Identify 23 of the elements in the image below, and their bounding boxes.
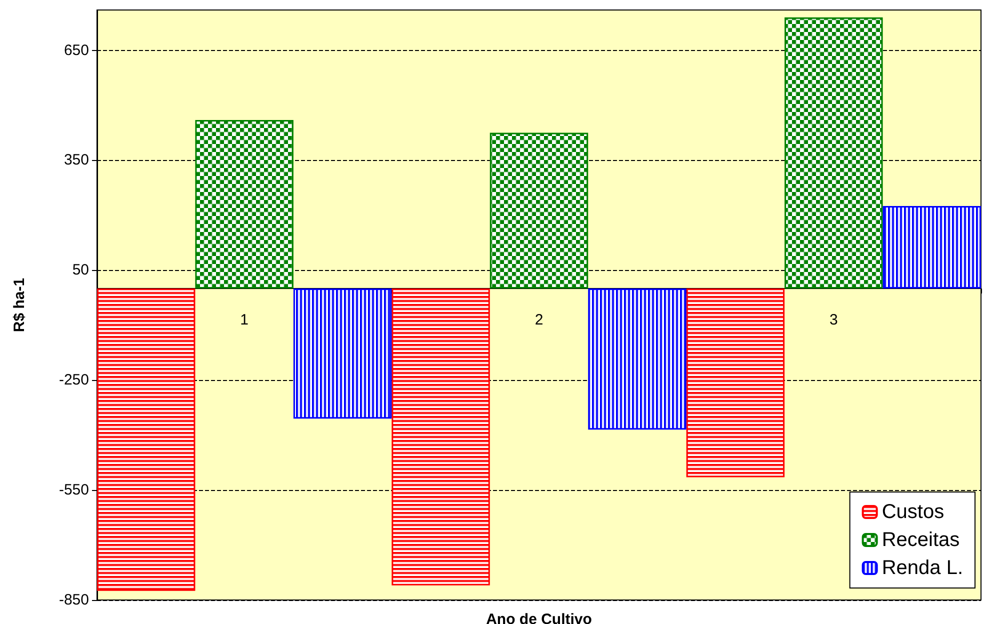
y-tick-label: 350 (64, 152, 89, 169)
x-tick-label: 2 (534, 312, 544, 329)
bar (97, 288, 196, 591)
y-tick-label: -250 (58, 372, 89, 389)
bar (293, 288, 392, 419)
x-tick-label: 3 (829, 312, 838, 329)
bar (882, 206, 981, 289)
y-axis-title: R$ ha-1 (11, 278, 28, 332)
bar (195, 120, 294, 289)
legend-label: Custos (882, 501, 944, 523)
bar (588, 288, 686, 430)
x-axis-title: Ano de Cultivo (486, 611, 592, 624)
bar (490, 132, 588, 289)
y-tick-label: 650 (64, 42, 89, 59)
y-tick-label: -850 (58, 592, 89, 608)
y-tick-label: -550 (58, 482, 89, 499)
bar (784, 17, 883, 289)
legend-label: Renda L. (882, 557, 963, 579)
bar (686, 288, 785, 478)
bar (392, 288, 490, 586)
x-tick-label: 1 (240, 312, 249, 329)
y-tick-label: 50 (72, 262, 89, 279)
legend-label: Receitas (882, 529, 960, 551)
